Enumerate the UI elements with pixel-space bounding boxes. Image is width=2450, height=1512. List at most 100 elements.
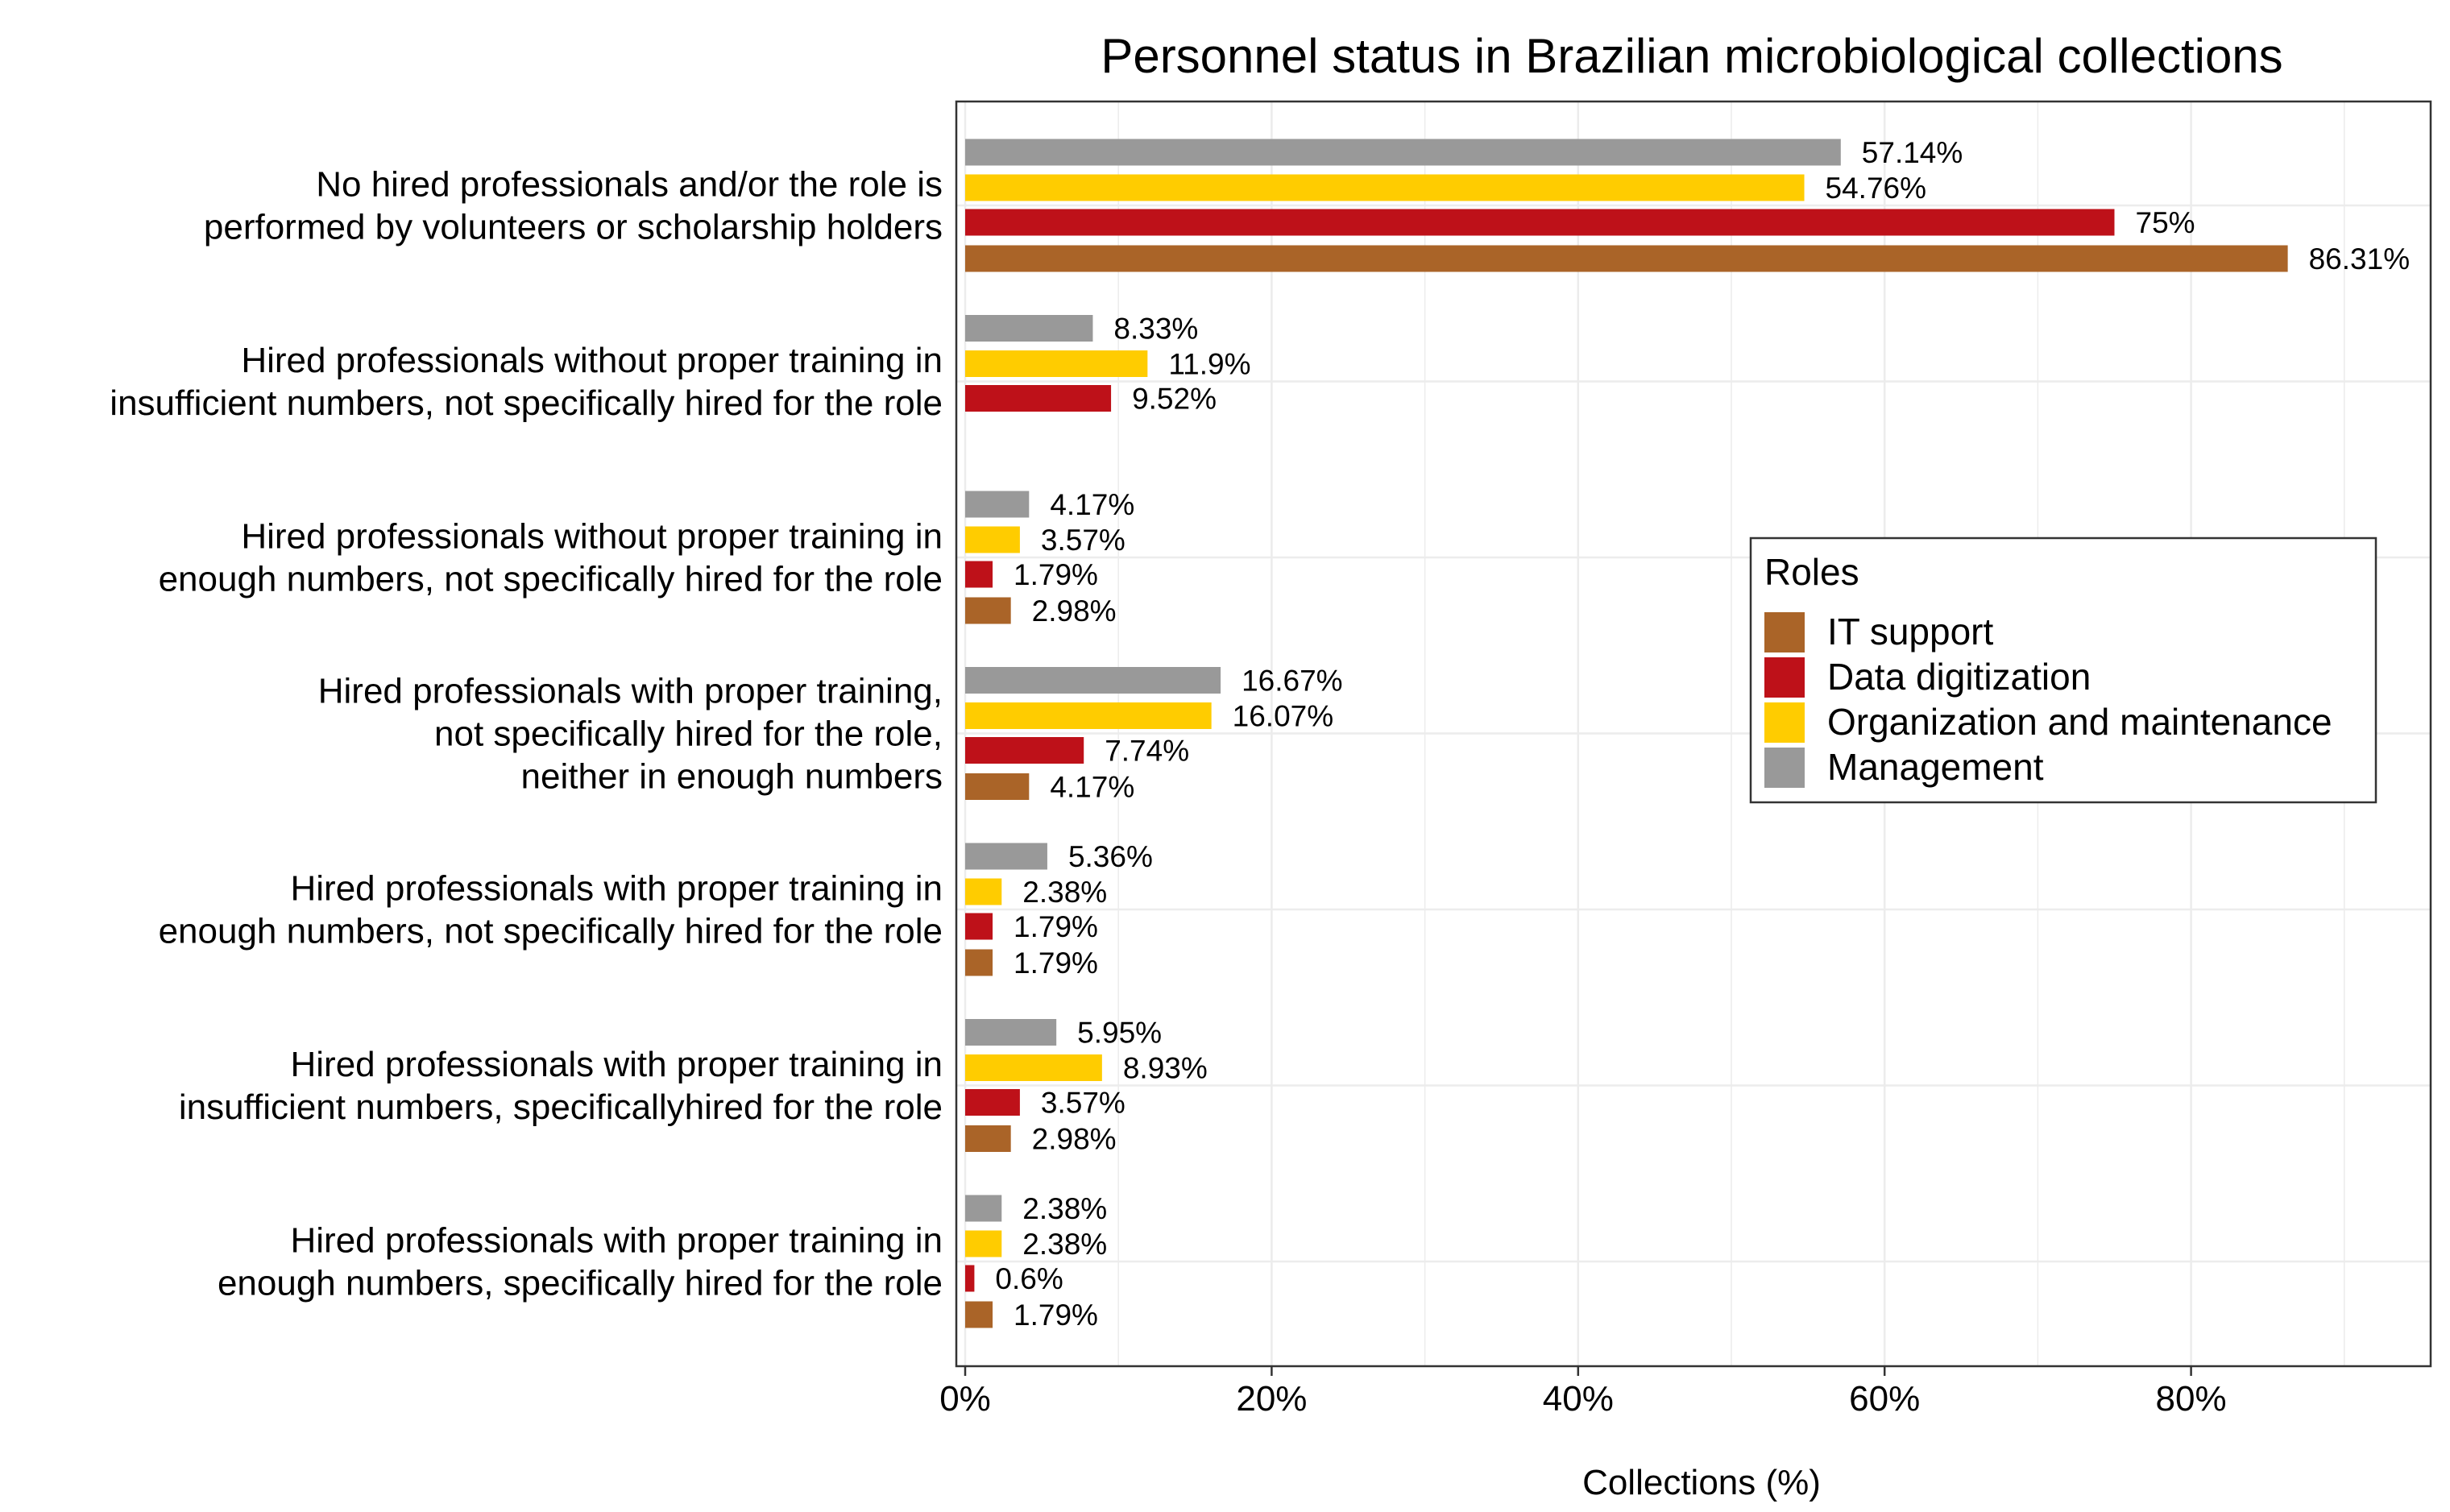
bar-management bbox=[965, 1019, 1057, 1046]
bars-layer bbox=[965, 139, 2288, 1328]
value-label: 1.79% bbox=[1014, 1299, 1098, 1332]
value-label: 1.79% bbox=[1014, 947, 1098, 980]
category-label-line: Hired professionals with proper training… bbox=[290, 1221, 943, 1261]
legend-label: Management bbox=[1827, 746, 2044, 788]
value-label: 57.14% bbox=[1862, 136, 1963, 169]
category-label-line: neither in enough numbers bbox=[521, 757, 943, 797]
bar-organization bbox=[965, 702, 1212, 729]
category-label-line: insufficient numbers, specificallyhired … bbox=[179, 1087, 943, 1127]
value-label: 75% bbox=[2136, 206, 2195, 239]
x-axis-ticks: 0% 20% 40% 60% 80% bbox=[939, 1366, 2227, 1419]
x-tick-label: 40% bbox=[1543, 1379, 1614, 1419]
value-label: 2.38% bbox=[1022, 1192, 1107, 1225]
bar-it_support bbox=[965, 773, 1030, 800]
bar-digitization bbox=[965, 561, 993, 588]
value-label: 0.6% bbox=[995, 1262, 1063, 1295]
value-label: 54.76% bbox=[1826, 172, 1927, 205]
category-label-line: No hired professionals and/or the role i… bbox=[316, 165, 943, 205]
value-label: 16.67% bbox=[1242, 665, 1343, 698]
category-label: Hired professionals with proper training… bbox=[318, 672, 943, 797]
value-label: 1.79% bbox=[1014, 558, 1098, 591]
category-label-line: Hired professionals without proper train… bbox=[241, 341, 943, 380]
bar-digitization bbox=[965, 1089, 1020, 1116]
x-axis-title: Collections (%) bbox=[1582, 1463, 1821, 1502]
value-label: 3.57% bbox=[1041, 1087, 1126, 1120]
bar-organization bbox=[965, 174, 1805, 201]
category-label-line: Hired professionals with proper training… bbox=[290, 869, 943, 909]
legend-swatch-it_support bbox=[1764, 612, 1805, 652]
category-label-line: enough numbers, not specifically hired f… bbox=[159, 560, 943, 599]
bar-organization bbox=[965, 878, 1002, 905]
legend-swatch-organization bbox=[1764, 702, 1805, 743]
bar-it_support bbox=[965, 949, 993, 976]
value-label: 11.9% bbox=[1168, 348, 1250, 381]
legend-label: Data digitization bbox=[1827, 656, 2091, 698]
legend-label: Organization and maintenance bbox=[1827, 701, 2332, 743]
value-label: 2.98% bbox=[1032, 594, 1117, 628]
bar-organization bbox=[965, 1054, 1102, 1081]
value-label: 8.93% bbox=[1123, 1052, 1208, 1085]
bar-organization bbox=[965, 1230, 1002, 1257]
legend-swatch-digitization bbox=[1764, 657, 1805, 698]
category-label: Hired professionals with proper training… bbox=[179, 1045, 943, 1127]
category-label-line: Hired professionals with proper training… bbox=[318, 672, 943, 711]
value-label: 4.17% bbox=[1050, 488, 1134, 521]
bar-digitization bbox=[965, 737, 1084, 764]
bar-management bbox=[965, 1195, 1002, 1222]
bar-digitization bbox=[965, 913, 993, 940]
chart-title: Personnel status in Brazilian microbiolo… bbox=[1101, 29, 2282, 83]
category-label-line: Hired professionals with proper training… bbox=[290, 1045, 943, 1084]
category-label: Hired professionals without proper train… bbox=[110, 341, 943, 423]
bar-management bbox=[965, 315, 1093, 342]
x-tick-label: 0% bbox=[939, 1379, 991, 1419]
bar-it_support bbox=[965, 1125, 1011, 1152]
bar-management bbox=[965, 843, 1047, 870]
category-label: Hired professionals with proper training… bbox=[218, 1221, 943, 1303]
x-tick-label: 80% bbox=[2156, 1379, 2227, 1419]
value-label: 8.33% bbox=[1113, 313, 1198, 346]
value-label: 2.98% bbox=[1032, 1123, 1117, 1156]
value-label: 4.17% bbox=[1050, 771, 1134, 804]
legend-box bbox=[1749, 536, 2377, 804]
bar-it_support bbox=[965, 1301, 993, 1328]
value-label: 86.31% bbox=[2309, 242, 2411, 275]
value-label: 3.57% bbox=[1041, 524, 1126, 557]
category-label-line: enough numbers, not specifically hired f… bbox=[159, 912, 943, 951]
category-labels-layer: No hired professionals and/or the role i… bbox=[110, 165, 943, 1303]
legend-title: Roles bbox=[1764, 551, 1859, 593]
value-label: 2.38% bbox=[1022, 876, 1107, 909]
value-label: 1.79% bbox=[1014, 910, 1098, 943]
value-label: 5.95% bbox=[1077, 1017, 1162, 1050]
category-label-line: not specifically hired for the role, bbox=[434, 715, 943, 754]
bar-digitization bbox=[965, 385, 1112, 412]
bar-it_support bbox=[965, 597, 1011, 624]
value-label: 2.38% bbox=[1022, 1228, 1107, 1261]
bar-organization bbox=[965, 526, 1020, 553]
x-tick-label: 20% bbox=[1236, 1379, 1307, 1419]
legend-swatch-management bbox=[1764, 748, 1805, 788]
category-label-line: performed by volunteers or scholarship h… bbox=[204, 208, 943, 247]
bar-management bbox=[965, 491, 1030, 518]
category-label-line: enough numbers, specifically hired for t… bbox=[218, 1264, 943, 1303]
bar-organization bbox=[965, 350, 1148, 377]
bar-digitization bbox=[965, 209, 2115, 236]
category-label-line: Hired professionals without proper train… bbox=[241, 517, 943, 557]
bar-it_support bbox=[965, 245, 2288, 272]
category-label: No hired professionals and/or the role i… bbox=[204, 165, 943, 247]
plot-panel-border bbox=[955, 100, 2432, 1368]
category-label-line: insufficient numbers, not specifically h… bbox=[110, 383, 943, 423]
category-label: Hired professionals with proper training… bbox=[159, 869, 943, 951]
value-label: 9.52% bbox=[1132, 383, 1217, 416]
category-label: Hired professionals without proper train… bbox=[159, 517, 943, 599]
x-tick-label: 60% bbox=[1849, 1379, 1920, 1419]
bar-management bbox=[965, 667, 1221, 694]
value-label: 7.74% bbox=[1105, 735, 1189, 768]
value-labels-layer: 57.14% 8.33% 4.17% 16.67% 5.36% 5.95% 2.38% 54.… bbox=[995, 136, 2410, 1332]
bar-digitization bbox=[965, 1265, 975, 1292]
value-label: 16.07% bbox=[1233, 700, 1334, 733]
legend-label: IT support bbox=[1827, 611, 1993, 652]
value-label: 5.36% bbox=[1068, 840, 1153, 873]
